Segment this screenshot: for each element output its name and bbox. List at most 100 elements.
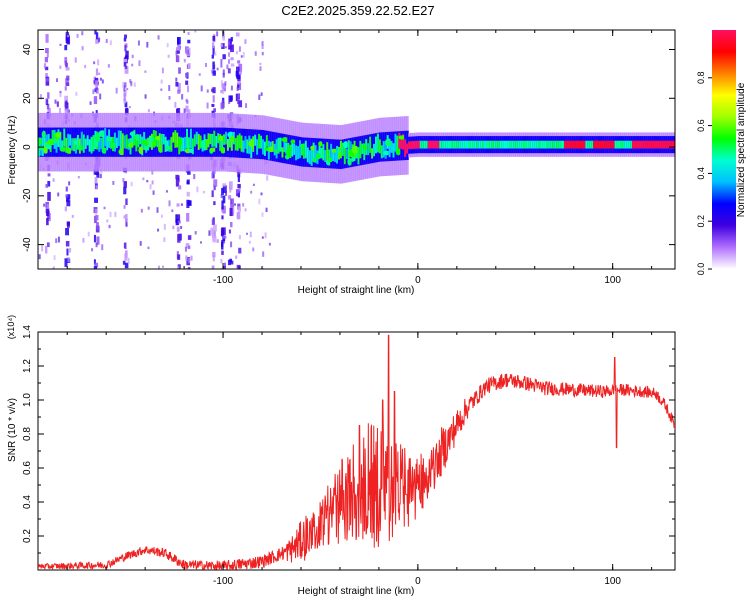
spectrogram-cell bbox=[125, 218, 128, 226]
spectrogram-blob bbox=[38, 137, 43, 146]
spectrogram-cell bbox=[236, 71, 240, 78]
spectrogram-cell bbox=[202, 190, 205, 194]
snr-ytick-label: 1.2 bbox=[22, 359, 33, 373]
spectrogram-cell bbox=[235, 189, 240, 194]
spectrogram-blob bbox=[110, 142, 118, 148]
spectrogram-cell bbox=[634, 140, 637, 149]
spectrogram-cell bbox=[237, 169, 241, 178]
spectrogram-cell bbox=[65, 186, 68, 192]
spectrogram-cell bbox=[58, 107, 61, 114]
spectrogram-blob bbox=[118, 148, 126, 156]
colorbar-gradient bbox=[712, 30, 736, 269]
spectrogram-cell bbox=[266, 175, 269, 181]
spectrogram-cell bbox=[138, 60, 141, 67]
spectrogram-cell bbox=[223, 262, 226, 269]
spectrogram-ylabel: Frequency (Hz) bbox=[7, 116, 18, 185]
spectrogram-cell bbox=[95, 68, 99, 76]
spectrogram-cell bbox=[554, 140, 557, 149]
spectrogram-cell bbox=[123, 135, 127, 149]
spectrogram-cell bbox=[186, 191, 190, 197]
spectrogram-cell bbox=[608, 140, 612, 149]
spectrogram-blob bbox=[157, 144, 164, 153]
spectrogram-cell bbox=[71, 138, 74, 151]
spectrogram-cell bbox=[65, 240, 70, 247]
spectrogram-cell bbox=[175, 81, 179, 87]
spectrogram-cell bbox=[486, 140, 489, 149]
spectrogram-cell bbox=[221, 100, 224, 103]
spectrogram-blob bbox=[101, 147, 107, 154]
spectrogram-cell bbox=[108, 224, 111, 229]
spectrogram-cell bbox=[142, 177, 145, 181]
spectrogram-cell bbox=[259, 66, 262, 71]
spectrogram-cell bbox=[66, 35, 71, 45]
spectrogram-cell bbox=[587, 140, 590, 149]
spectrogram-cell bbox=[66, 221, 70, 226]
spectrogram-cell bbox=[417, 140, 421, 149]
spectrogram-cell bbox=[238, 247, 242, 254]
spectrogram-cell bbox=[144, 94, 147, 99]
spectrogram-cell bbox=[127, 257, 130, 264]
spectrogram-blob bbox=[331, 148, 337, 153]
spectrogram-cell bbox=[439, 140, 442, 149]
spectrogram-cell bbox=[565, 140, 569, 149]
spectrogram-cell bbox=[80, 131, 84, 151]
spectrogram-cell bbox=[230, 44, 234, 53]
spectrogram-cell bbox=[73, 138, 76, 152]
spectrogram-cell bbox=[645, 140, 649, 149]
spectrogram-cell bbox=[95, 185, 98, 190]
spectrogram-cell bbox=[123, 98, 127, 104]
spectrogram-cell bbox=[227, 52, 230, 57]
spectrogram-cell bbox=[435, 140, 438, 149]
spectrogram-cell bbox=[667, 140, 670, 149]
spectrogram-cell bbox=[261, 212, 264, 217]
spectrogram-cell bbox=[172, 132, 175, 143]
spectrogram-cell bbox=[41, 245, 44, 252]
spectrogram-cell bbox=[211, 133, 214, 147]
spectrogram-cell bbox=[123, 93, 126, 101]
spectrogram-cell bbox=[649, 140, 653, 149]
spectrogram-blob bbox=[281, 137, 290, 143]
spectrogram-cell bbox=[227, 59, 230, 64]
spectrogram-blob bbox=[59, 147, 68, 152]
spectrogram-cell bbox=[51, 130, 55, 146]
spectrogram-cell bbox=[213, 108, 216, 112]
snr-ytick-label: 0.8 bbox=[22, 427, 33, 441]
spectrogram-cell bbox=[248, 240, 251, 244]
spectrogram-cell bbox=[499, 140, 503, 149]
spectrogram-cell bbox=[64, 44, 68, 51]
spectrogram-cell bbox=[591, 140, 594, 149]
spectrogram-cell bbox=[38, 254, 41, 260]
spectrogram-cell bbox=[242, 51, 245, 58]
spectrogram-blob bbox=[93, 140, 100, 147]
spectrogram-blob bbox=[343, 141, 349, 149]
spectrogram-cell bbox=[93, 266, 98, 269]
spectrogram-cell bbox=[491, 140, 495, 149]
spectrogram-cell bbox=[361, 143, 364, 155]
colorbar-label: Normalized spectral amplitude bbox=[736, 82, 747, 217]
spectrogram-cell bbox=[64, 108, 69, 114]
spectrogram-cell bbox=[373, 143, 376, 157]
spectrogram-cell bbox=[157, 228, 160, 232]
spectrogram-cell bbox=[185, 255, 188, 261]
spectrogram-cell bbox=[209, 133, 212, 145]
spectrogram-cell bbox=[222, 72, 225, 78]
spectrogram-cell bbox=[100, 137, 103, 150]
spectrogram-cell bbox=[123, 37, 127, 42]
spectrogram-cell bbox=[550, 140, 553, 149]
spectrogram-cell bbox=[326, 142, 329, 161]
spectrogram-cell bbox=[408, 141, 411, 150]
spectrogram-cell bbox=[90, 136, 94, 154]
spectrogram-cell bbox=[126, 87, 129, 91]
spectrogram-cell bbox=[264, 232, 267, 239]
spectrogram-cell bbox=[230, 202, 233, 212]
spectrogram-cell bbox=[639, 140, 643, 149]
spectrogram-cell bbox=[222, 235, 227, 239]
colorbar-ticks: 0.0 0.2 0.4 0.6 0.8 bbox=[696, 72, 712, 275]
spectrogram-cell bbox=[655, 140, 659, 149]
spectrogram-cell bbox=[124, 66, 129, 74]
spectrogram-cell bbox=[585, 140, 588, 149]
spectrogram-cell bbox=[125, 198, 128, 206]
spectrogram-cell bbox=[199, 241, 202, 244]
spectrogram-cell bbox=[123, 205, 126, 209]
spectrogram-cell bbox=[98, 136, 101, 152]
